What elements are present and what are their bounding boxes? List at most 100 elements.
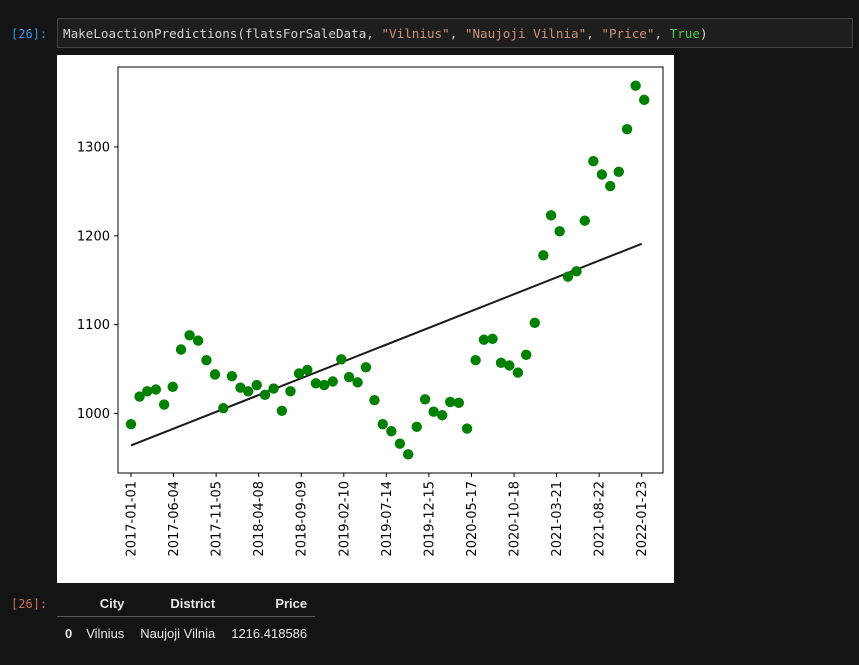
data-point [538,250,549,261]
data-point [259,389,271,401]
code-close-paren: ) [699,26,708,41]
data-point [235,382,246,393]
data-point [142,386,153,397]
trend-line [130,242,643,447]
data-point [529,317,540,329]
data-point [630,80,641,91]
code-line[interactable]: MakeLoactionPredictions(flatsForSaleData… [63,26,708,41]
header-city: City [99,596,125,611]
dataframe-table: City District Price 0 Vilnius Naujoji Vi… [57,592,316,647]
data-point [605,180,616,192]
data-point [175,344,187,355]
x-axis: 2017-01-01 2017-06-04 2017-11-05 2018-04-08… [124,473,650,557]
data-point [613,166,624,178]
data-point [579,215,590,226]
table-header-row: City District Price [57,592,316,617]
row-index: 0 [65,626,73,641]
y-axis: 1000 1100 1200 1300 [77,140,118,422]
data-point [461,423,473,434]
data-point [470,354,481,366]
data-point [302,364,313,376]
data-point [444,396,456,408]
x-tick-label: 2017-01-01 [124,481,139,557]
data-point [419,394,431,405]
data-point [571,266,582,277]
header-district: District [170,596,216,611]
code-separator: , [654,26,670,41]
y-tick-label: 1100 [77,318,110,333]
data-point [343,371,355,383]
data-point [411,421,422,433]
data-point [377,418,388,430]
data-point [554,226,565,237]
cell-city: Vilnius [86,626,125,641]
data-point [184,330,195,341]
trend-line-group [130,242,643,447]
x-tick-label: 2022-01-23 [635,481,650,557]
data-point [504,360,515,371]
code-separator: , [586,26,602,41]
code-cell[interactable]: MakeLoactionPredictions(flatsForSaleData… [57,18,853,48]
data-point [621,123,633,135]
header-index [57,592,78,617]
data-point [369,394,380,406]
data-point [293,368,305,379]
code-function-call: MakeLoactionPredictions(flatsForSaleData… [63,26,382,41]
data-point [134,391,145,402]
code-arg-city: "Vilnius" [381,26,450,41]
data-point [336,354,347,365]
data-point [478,334,490,345]
y-tick-label: 1000 [77,407,110,422]
x-tick-label: 2021-03-21 [550,481,565,557]
data-points [125,80,650,460]
code-separator: , [449,26,465,41]
data-point [285,386,296,397]
data-point [520,349,532,361]
data-point [268,383,279,394]
data-point [276,405,288,417]
plot-frame [117,66,664,474]
data-point [327,376,338,387]
input-prompt: [26]: [11,27,48,41]
data-point [394,438,406,449]
data-point [251,379,262,391]
x-tick-label: 2017-06-04 [167,481,182,557]
x-tick-label: 2020-10-18 [508,481,523,557]
data-point [436,410,448,421]
data-point [158,399,170,410]
data-point [125,418,137,430]
data-point [310,378,322,389]
data-point [201,354,212,366]
cell-price: 1216.418586 [231,626,308,641]
data-point [402,449,414,460]
data-point [352,377,363,388]
x-tick-label: 2019-02-10 [337,481,352,557]
code-arg-column: "Price" [601,26,655,41]
data-point [596,169,608,180]
header-price: Price [275,596,308,611]
data-point [209,369,221,380]
data-point [545,210,557,221]
table-row: 0 Vilnius Naujoji Vilnia 1216.418586 [57,617,315,647]
data-point [360,362,372,373]
x-tick-label: 2018-04-08 [252,481,267,557]
data-point [167,381,178,393]
data-point [428,406,439,417]
data-point [318,379,330,391]
x-tick-label: 2019-07-14 [380,481,395,557]
data-point [453,397,464,409]
x-tick-label: 2019-12-15 [422,481,437,557]
cell-district: Naujoji Vilnia [140,626,216,641]
data-point [150,384,162,395]
data-point [639,94,650,106]
data-point [562,271,574,282]
code-arg-flag: True [669,26,700,41]
x-tick-label: 2017-11-05 [210,481,225,557]
data-point [487,333,498,345]
data-point [512,367,524,378]
data-point [242,386,254,397]
plot-output: 1000 1100 1200 1300 2017-01-01 2017-06-04 201… [57,55,674,583]
data-point [386,426,397,437]
y-tick-label: 1200 [77,229,110,244]
